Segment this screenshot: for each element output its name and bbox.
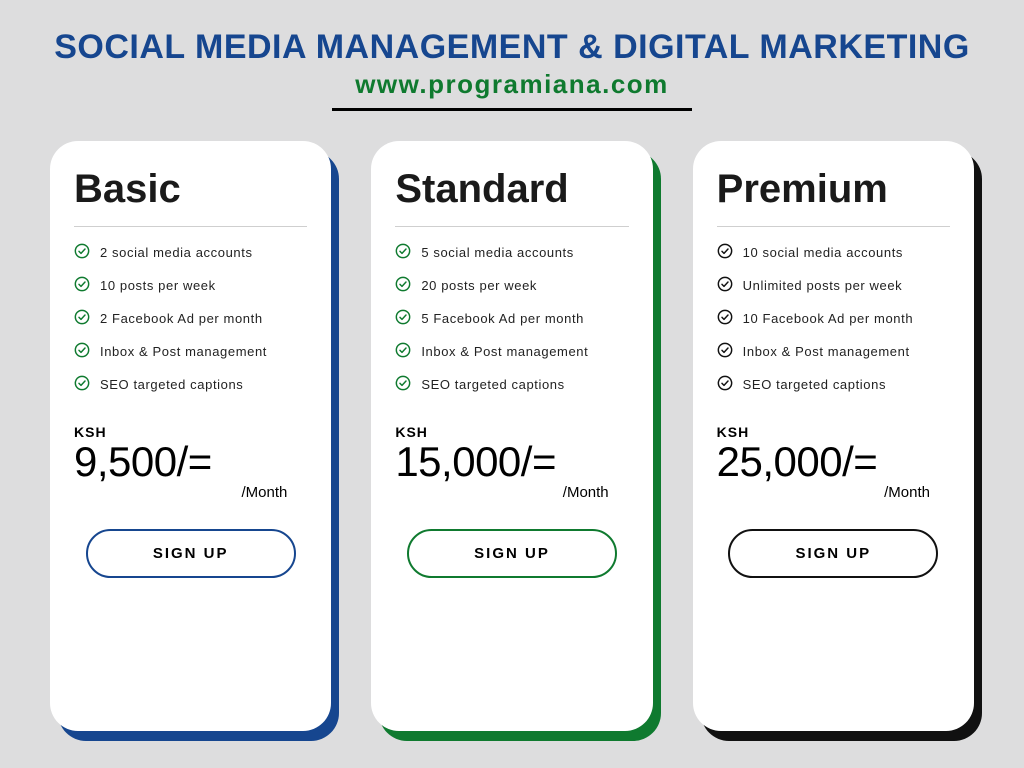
- feature-item: SEO targeted captions: [74, 375, 307, 394]
- feature-text: 10 social media accounts: [743, 245, 903, 260]
- plan-divider: [717, 226, 950, 227]
- check-icon: [74, 309, 90, 328]
- feature-text: 5 social media accounts: [421, 245, 574, 260]
- price-block: KSH9,500/=/Month: [74, 424, 307, 501]
- feature-item: 20 posts per week: [395, 276, 628, 295]
- check-icon: [717, 309, 733, 328]
- feature-item: Inbox & Post management: [74, 342, 307, 361]
- card-surface: Standard 5 social media accounts 20 posts …: [371, 141, 652, 731]
- plan-divider: [74, 226, 307, 227]
- feature-item: Inbox & Post management: [717, 342, 950, 361]
- feature-text: 2 social media accounts: [100, 245, 253, 260]
- check-icon: [717, 243, 733, 262]
- feature-text: Inbox & Post management: [743, 344, 910, 359]
- price-value: 9,500/=: [74, 438, 307, 486]
- feature-list: 10 social media accounts Unlimited posts …: [717, 243, 950, 394]
- feature-item: 2 Facebook Ad per month: [74, 309, 307, 328]
- period-label: /Month: [395, 484, 628, 501]
- pricing-card: Premium 10 social media accounts Unlimited…: [693, 141, 974, 731]
- feature-item: SEO targeted captions: [395, 375, 628, 394]
- feature-item: 10 Facebook Ad per month: [717, 309, 950, 328]
- feature-list: 5 social media accounts 20 posts per week…: [395, 243, 628, 394]
- check-icon: [717, 375, 733, 394]
- title-underline: [332, 108, 692, 111]
- check-icon: [395, 375, 411, 394]
- price-value: 25,000/=: [717, 438, 950, 486]
- check-icon: [717, 342, 733, 361]
- feature-text: Unlimited posts per week: [743, 278, 903, 293]
- feature-text: Inbox & Post management: [100, 344, 267, 359]
- feature-text: 10 posts per week: [100, 278, 216, 293]
- check-icon: [74, 342, 90, 361]
- pricing-cards: Basic 2 social media accounts 10 posts per…: [40, 141, 984, 731]
- signup-button[interactable]: SIGN UP: [86, 529, 296, 578]
- feature-item: 10 social media accounts: [717, 243, 950, 262]
- feature-item: Inbox & Post management: [395, 342, 628, 361]
- plan-name: Standard: [395, 167, 628, 212]
- page-title: SOCIAL MEDIA MANAGEMENT & DIGITAL MARKET…: [40, 28, 984, 67]
- check-icon: [74, 243, 90, 262]
- feature-item: Unlimited posts per week: [717, 276, 950, 295]
- period-label: /Month: [74, 484, 307, 501]
- feature-text: 2 Facebook Ad per month: [100, 311, 263, 326]
- price-block: KSH15,000/=/Month: [395, 424, 628, 501]
- card-surface: Basic 2 social media accounts 10 posts per…: [50, 141, 331, 731]
- check-icon: [395, 276, 411, 295]
- feature-item: 5 Facebook Ad per month: [395, 309, 628, 328]
- check-icon: [395, 309, 411, 328]
- feature-item: 5 social media accounts: [395, 243, 628, 262]
- price-block: KSH25,000/=/Month: [717, 424, 950, 501]
- plan-name: Premium: [717, 167, 950, 212]
- signup-button[interactable]: SIGN UP: [728, 529, 938, 578]
- feature-text: 20 posts per week: [421, 278, 537, 293]
- feature-item: SEO targeted captions: [717, 375, 950, 394]
- feature-text: 5 Facebook Ad per month: [421, 311, 584, 326]
- period-label: /Month: [717, 484, 950, 501]
- feature-text: SEO targeted captions: [100, 377, 243, 392]
- feature-text: SEO targeted captions: [421, 377, 564, 392]
- feature-text: SEO targeted captions: [743, 377, 886, 392]
- check-icon: [74, 375, 90, 394]
- plan-name: Basic: [74, 167, 307, 212]
- card-surface: Premium 10 social media accounts Unlimited…: [693, 141, 974, 731]
- feature-list: 2 social media accounts 10 posts per week…: [74, 243, 307, 394]
- check-icon: [717, 276, 733, 295]
- feature-text: Inbox & Post management: [421, 344, 588, 359]
- pricing-card: Basic 2 social media accounts 10 posts per…: [50, 141, 331, 731]
- page-subtitle: www.programiana.com: [40, 69, 984, 100]
- feature-text: 10 Facebook Ad per month: [743, 311, 914, 326]
- feature-item: 2 social media accounts: [74, 243, 307, 262]
- check-icon: [395, 342, 411, 361]
- check-icon: [395, 243, 411, 262]
- plan-divider: [395, 226, 628, 227]
- signup-button[interactable]: SIGN UP: [407, 529, 617, 578]
- feature-item: 10 posts per week: [74, 276, 307, 295]
- check-icon: [74, 276, 90, 295]
- price-value: 15,000/=: [395, 438, 628, 486]
- pricing-card: Standard 5 social media accounts 20 posts …: [371, 141, 652, 731]
